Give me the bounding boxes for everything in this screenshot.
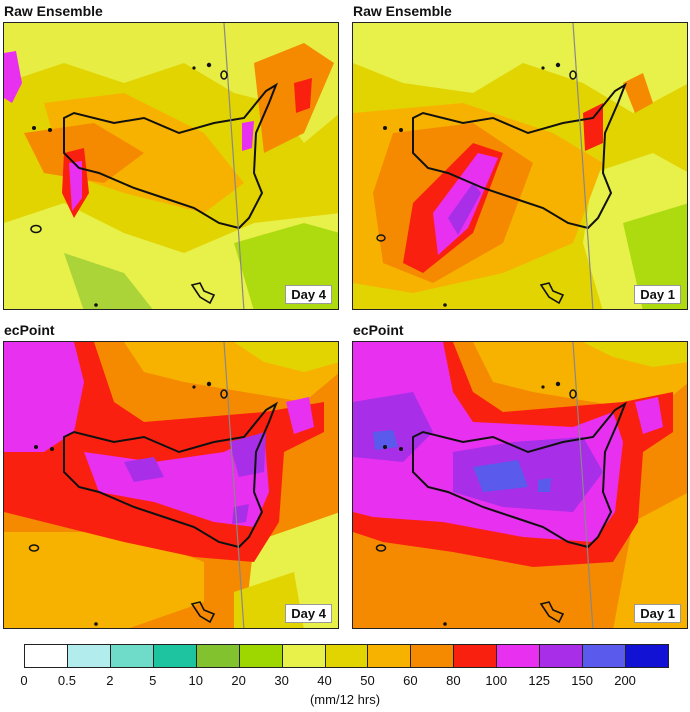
legend-tick-label: 200: [614, 673, 636, 688]
panel-title-raw-day4: Raw Ensemble: [4, 3, 103, 19]
legend-swatch: [281, 644, 326, 668]
legend-swatch: [496, 644, 541, 668]
legend-swatch: [66, 644, 111, 668]
day-label: Day 4: [285, 604, 332, 623]
legend-swatch: [24, 644, 68, 668]
legend-tick-label: 0.5: [57, 673, 76, 688]
precip-map-ecpoint-day1: [353, 342, 687, 628]
legend-tick-label: 20: [231, 673, 246, 688]
legend-tick-label: 80: [446, 673, 461, 688]
map-ecpoint-day1: Day 1: [352, 341, 688, 629]
map-ecpoint-day4: Day 4: [3, 341, 339, 629]
legend-swatch: [367, 644, 412, 668]
legend-swatch: [539, 644, 584, 668]
legend-tick-label: 40: [317, 673, 332, 688]
legend-swatch: [238, 644, 283, 668]
day-label: Day 4: [285, 285, 332, 304]
color-legend: [24, 644, 669, 668]
panel-title-ecpoint-day1: ecPoint: [353, 322, 404, 338]
map-raw-day4: Day 4: [3, 22, 339, 310]
map-raw-day1: Day 1: [352, 22, 688, 310]
precip-map-raw-day4: [4, 23, 338, 309]
legend-tick-label: 2: [106, 673, 114, 688]
precip-map-ecpoint-day4: [4, 342, 338, 628]
legend-tick-label: 50: [360, 673, 375, 688]
legend-swatch: [625, 644, 669, 668]
day-label: Day 1: [634, 604, 681, 623]
legend-tick-label: 10: [188, 673, 203, 688]
day-label: Day 1: [634, 285, 681, 304]
legend-units: (mm/12 hrs): [309, 692, 381, 707]
legend-swatch: [410, 644, 455, 668]
legend-swatch: [152, 644, 197, 668]
legend-tick-label: 100: [485, 673, 508, 688]
panel-title-ecpoint-day4: ecPoint: [4, 322, 55, 338]
panel-title-raw-day1: Raw Ensemble: [353, 3, 452, 19]
legend-tick-label: 125: [528, 673, 551, 688]
legend-tick-label: 5: [149, 673, 157, 688]
legend-swatch: [324, 644, 369, 668]
legend-tick-label: 150: [571, 673, 593, 688]
legend-swatch: [453, 644, 498, 668]
legend-swatch: [582, 644, 627, 668]
legend-swatch: [195, 644, 240, 668]
legend-tick-label: 30: [274, 673, 289, 688]
precip-map-raw-day1: [353, 23, 687, 309]
legend-tick-label: 0: [20, 673, 28, 688]
legend-swatch: [109, 644, 154, 668]
legend-tick-label: 60: [403, 673, 418, 688]
